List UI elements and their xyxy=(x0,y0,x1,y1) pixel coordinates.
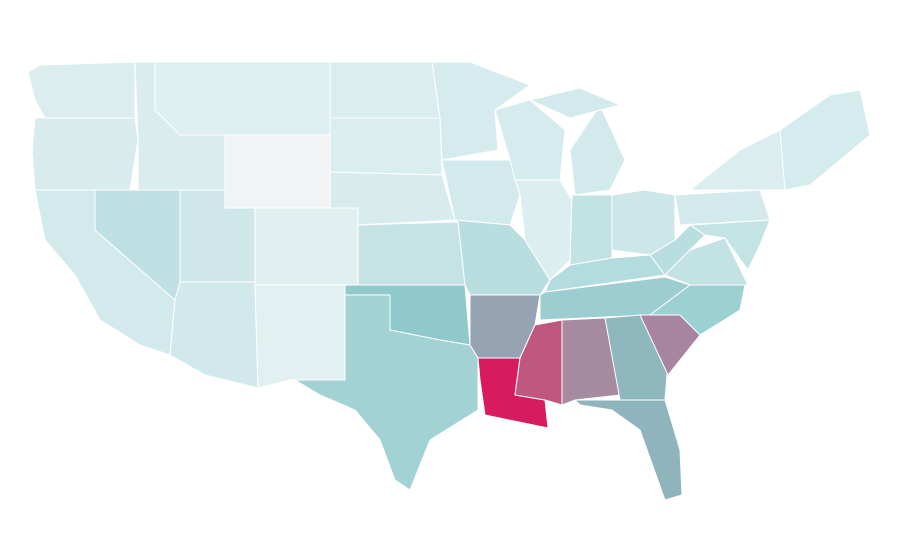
state-region xyxy=(689,219,771,271)
state-region xyxy=(329,117,443,176)
state-region xyxy=(569,104,626,196)
state-region xyxy=(514,179,573,281)
state-region xyxy=(574,399,683,501)
state-region xyxy=(254,284,346,389)
state-region xyxy=(431,61,531,161)
state-region xyxy=(561,317,621,406)
state-region xyxy=(294,294,479,491)
state-region xyxy=(569,194,613,266)
state-region xyxy=(254,207,359,286)
state-region xyxy=(31,117,139,191)
state-region xyxy=(674,189,771,226)
state-region xyxy=(329,61,441,119)
state-region xyxy=(779,89,871,191)
state-region xyxy=(689,129,786,191)
state-region xyxy=(224,134,331,209)
state-region xyxy=(441,159,521,226)
state-region xyxy=(169,281,259,389)
state-region xyxy=(529,87,621,119)
state-region xyxy=(357,221,466,286)
state-region xyxy=(27,61,136,119)
state-region xyxy=(154,61,331,136)
